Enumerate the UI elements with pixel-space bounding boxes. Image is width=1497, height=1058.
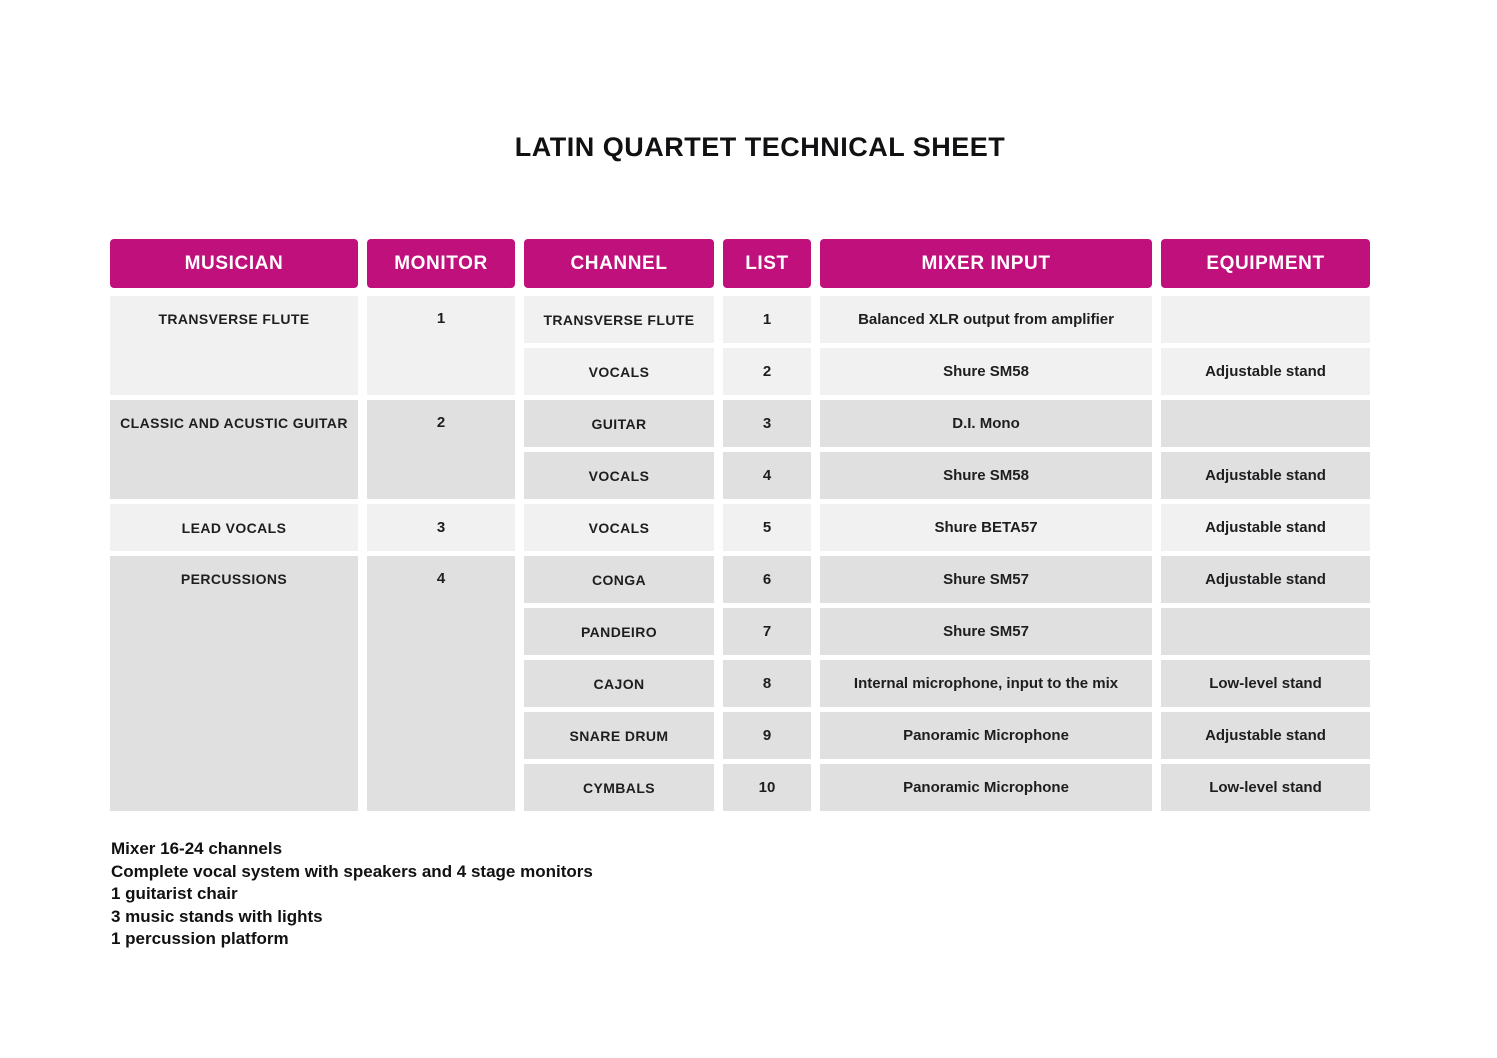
mixer-cell: Internal microphone, input to the mix [820,660,1152,707]
note-line: Complete vocal system with speakers and … [111,861,593,881]
note-line: 1 guitarist chair [111,884,238,903]
header-list: LIST [723,239,811,288]
musician-cell: PERCUSSIONS [110,556,358,811]
equipment-cell: Low-level stand [1161,764,1370,811]
channel-cell: CAJON [524,660,714,707]
page-title: LATIN QUARTET TECHNICAL SHEET [514,132,1006,162]
equipment-cell: Low-level stand [1161,660,1370,707]
channel-cell: VOCALS [524,348,714,395]
channel-cell: VOCALS [524,452,714,499]
equipment-cell: Adjustable stand [1161,556,1370,603]
channel-cell: SNARE DRUM [524,712,714,759]
channel-cell: VOCALS [524,504,714,551]
equipment-cell: Adjustable stand [1161,712,1370,759]
channel-cell: CYMBALS [524,764,714,811]
note-line: Mixer 16-24 channels [111,839,283,858]
mixer-cell: Shure SM57 [820,556,1152,603]
equipment-cell [1161,608,1370,655]
table-header-row: MUSICIAN MONITOR CHANNEL LIST MIXER INPU… [110,239,1370,288]
header-channel: CHANNEL [524,239,714,288]
header-musician: MUSICIAN [110,239,358,288]
list-cell: 6 [723,556,811,603]
equipment-cell: Adjustable stand [1161,452,1370,499]
channel-cell: GUITAR [524,400,714,447]
table-body: TRANSVERSE FLUTE 1 TRANSVERSE FLUTE 1 Ba… [110,296,1370,811]
mixer-cell: Panoramic Microphone [820,712,1152,759]
list-cell: 1 [723,296,811,343]
mixer-cell: Shure SM58 [820,348,1152,395]
channel-cell: PANDEIRO [524,608,714,655]
mixer-cell: Shure BETA57 [820,504,1152,551]
mixer-cell: D.I. Mono [820,400,1152,447]
list-cell: 4 [723,452,811,499]
list-cell: 2 [723,348,811,395]
header-equipment: EQUIPMENT [1161,239,1370,288]
list-cell: 8 [723,660,811,707]
monitor-cell: 1 [367,296,515,395]
list-cell: 7 [723,608,811,655]
equipment-cell: Adjustable stand [1161,504,1370,551]
mixer-cell: Panoramic Microphone [820,764,1152,811]
list-cell: 3 [723,400,811,447]
equipment-cell [1161,296,1370,343]
mixer-cell: Shure SM57 [820,608,1152,655]
mixer-cell: Shure SM58 [820,452,1152,499]
channel-cell: TRANSVERSE FLUTE [524,296,714,343]
monitor-cell: 2 [367,400,515,499]
mixer-cell: Balanced XLR output from amplifier [820,296,1152,343]
list-cell: 5 [723,504,811,551]
note-line: 3 music stands with lights [111,906,323,926]
channel-cell: CONGA [524,556,714,603]
musician-cell: LEAD VOCALS [110,504,358,551]
header-mixer-input: MIXER INPUT [820,239,1152,288]
equipment-cell [1161,400,1370,447]
note-line: 1 percussion platform [111,929,289,948]
musician-cell: CLASSIC AND ACUSTIC GUITAR [110,400,358,499]
list-cell: 10 [723,764,811,811]
monitor-cell: 3 [367,504,515,551]
footer-notes: Mixer 16-24 channels Complete vocal syst… [111,838,593,951]
monitor-cell: 4 [367,556,515,811]
technical-sheet-table: MUSICIAN MONITOR CHANNEL LIST MIXER INPU… [110,239,1370,811]
header-monitor: MONITOR [367,239,515,288]
equipment-cell: Adjustable stand [1161,348,1370,395]
list-cell: 9 [723,712,811,759]
musician-cell: TRANSVERSE FLUTE [110,296,358,395]
